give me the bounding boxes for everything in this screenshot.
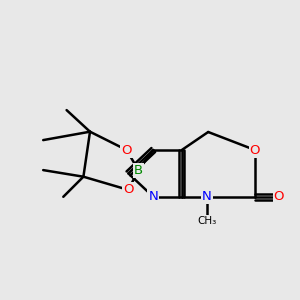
Text: O: O <box>250 143 260 157</box>
Text: CH₃: CH₃ <box>197 215 216 226</box>
Text: N: N <box>148 190 158 203</box>
Text: O: O <box>274 190 284 203</box>
Text: B: B <box>134 164 143 177</box>
Text: O: O <box>121 143 132 157</box>
Text: O: O <box>123 183 134 196</box>
Text: N: N <box>202 190 211 203</box>
